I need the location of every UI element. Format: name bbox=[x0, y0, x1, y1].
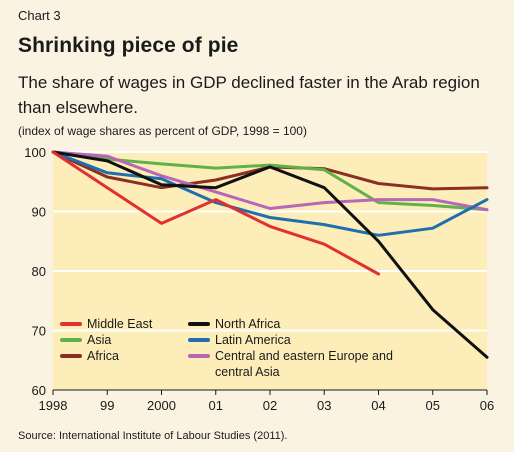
chart-number: Chart 3 bbox=[18, 8, 61, 23]
x-tick-label: 01 bbox=[209, 398, 223, 413]
x-tick-label: 2000 bbox=[147, 398, 176, 413]
y-tick-label: 100 bbox=[24, 145, 46, 160]
series-line-asia bbox=[51, 150, 489, 212]
x-tick-label: 04 bbox=[371, 398, 385, 413]
series-line-latin-america bbox=[51, 150, 489, 237]
y-tick-label: 60 bbox=[32, 383, 46, 398]
chart-note: (index of wage shares as percent of GDP,… bbox=[18, 124, 307, 138]
legend-label: Africa bbox=[87, 349, 119, 363]
legend-label: Latin America bbox=[215, 333, 291, 347]
series-line-central-and-eastern-europe-and-central-asia bbox=[51, 150, 489, 212]
x-tick-label: 1998 bbox=[39, 398, 68, 413]
chart-subtitle: The share of wages in GDP declined faste… bbox=[18, 73, 480, 117]
legend-label: Middle East bbox=[87, 317, 153, 331]
x-tick-label: 99 bbox=[100, 398, 114, 413]
x-tick-label: 02 bbox=[263, 398, 277, 413]
chart-title: Shrinking piece of pie bbox=[18, 34, 239, 57]
series-line-middle-east bbox=[51, 150, 380, 276]
x-tick-label: 03 bbox=[317, 398, 331, 413]
y-tick-label: 80 bbox=[32, 264, 46, 279]
x-tick-label: 06 bbox=[480, 398, 494, 413]
y-tick-label: 90 bbox=[32, 205, 46, 220]
source-note: Source: International Institute of Labou… bbox=[18, 430, 288, 442]
legend-label: Central and eastern Europe and central As… bbox=[215, 349, 393, 379]
y-tick-label: 70 bbox=[32, 324, 46, 339]
legend-label: Asia bbox=[87, 333, 111, 347]
x-tick-label: 05 bbox=[426, 398, 440, 413]
legend-label: North Africa bbox=[215, 317, 280, 331]
series-line-north-africa bbox=[51, 150, 489, 359]
